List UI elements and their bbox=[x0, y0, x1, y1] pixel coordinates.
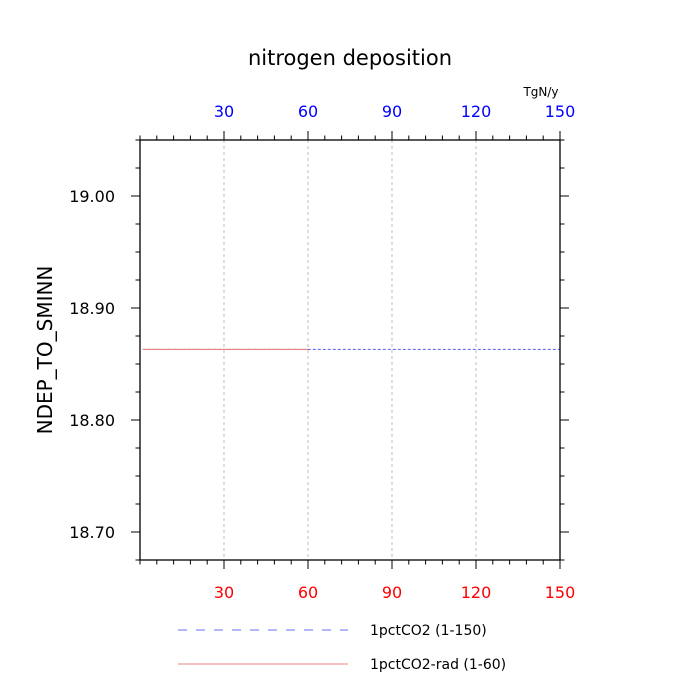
top-x-tick-label: 90 bbox=[382, 102, 402, 121]
plot-frame bbox=[139, 139, 561, 561]
top-x-tick-label: 60 bbox=[298, 102, 318, 121]
legend-label-2: 1pctCO2-rad (1-60) bbox=[370, 657, 506, 673]
chart-title: nitrogen deposition bbox=[248, 46, 452, 70]
bottom-x-tick-label: 150 bbox=[545, 583, 576, 602]
y-tick-label: 18.70 bbox=[69, 523, 115, 542]
bottom-x-tick-label: 60 bbox=[298, 583, 318, 602]
bottom-x-tick-label: 120 bbox=[461, 583, 492, 602]
y-tick-labels: 18.70 18.80 18.90 19.00 bbox=[69, 187, 115, 542]
y-tick-label: 19.00 bbox=[69, 187, 115, 206]
top-x-tick-label: 120 bbox=[461, 102, 492, 121]
unit-label: TgN/y bbox=[522, 85, 558, 99]
bottom-x-tick-labels: 30 60 90 120 150 bbox=[214, 583, 575, 602]
bottom-x-tick-label: 90 bbox=[382, 583, 402, 602]
y-tick-label: 18.80 bbox=[69, 411, 115, 430]
top-x-tick-label: 30 bbox=[214, 102, 234, 121]
legend-label-1: 1pctCO2 (1-150) bbox=[370, 623, 487, 639]
bottom-x-tick-label: 30 bbox=[214, 583, 234, 602]
top-x-tick-label: 150 bbox=[545, 102, 576, 121]
legend: 1pctCO2 (1-150) 1pctCO2-rad (1-60) bbox=[178, 623, 506, 673]
top-x-tick-labels: 30 60 90 120 150 bbox=[214, 102, 575, 121]
y-tick-label: 18.90 bbox=[69, 299, 115, 318]
axis-ticks bbox=[131, 131, 569, 569]
y-axis-label: NDEP_TO_SMINN bbox=[33, 266, 57, 435]
